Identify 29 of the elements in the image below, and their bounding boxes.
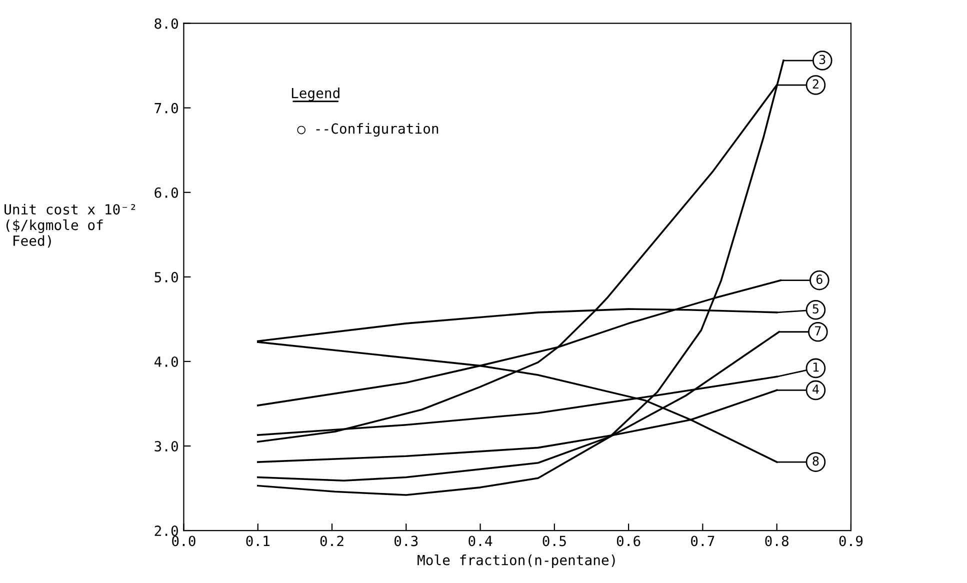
y-tick-label: 5.0 (154, 272, 178, 282)
x-tick-label: 0.4 (468, 536, 492, 546)
annotation: ○ --Configuration (297, 123, 438, 137)
legend-label: 3 (819, 54, 826, 64)
y-tick-label: 6.0 (154, 187, 178, 198)
legend-label: 8 (812, 456, 819, 466)
legend-label: 6 (816, 274, 822, 284)
x-axis-title: Mole fraction(n-pentane) (418, 554, 615, 568)
x-tick-label: 0.3 (394, 536, 418, 546)
x-tick-label: 0.5 (542, 536, 566, 546)
y-tick-label: 4.0 (154, 356, 178, 367)
x-tick-label: 0.0 (172, 536, 196, 546)
y-tick-label: 7.0 (154, 102, 178, 114)
legend-label: 4 (812, 384, 819, 394)
x-tick-label: 0.2 (320, 536, 344, 546)
x-tick-label: 0.6 (616, 536, 640, 546)
annotation: Legend (292, 88, 340, 102)
legend-label: 1 (813, 362, 819, 372)
legend-label: 5 (812, 304, 818, 314)
x-tick-label: 0.9 (839, 536, 863, 546)
legend-label: 7 (815, 326, 821, 336)
y-tick-label: 8.0 (154, 18, 178, 29)
x-tick-label: 0.1 (246, 536, 270, 546)
y-axis-title: Unit cost x 10⁻² ($/kgmole of Feed) (4, 204, 136, 248)
y-tick-label: 2.0 (154, 526, 178, 536)
y-tick-label: 3.0 (154, 441, 178, 452)
legend-label: 2 (812, 79, 818, 89)
x-tick-label: 0.7 (691, 536, 714, 546)
x-tick-label: 0.8 (765, 536, 788, 546)
